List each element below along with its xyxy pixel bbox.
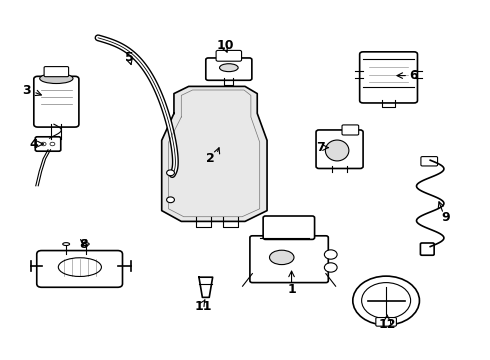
Text: 1: 1 [287, 283, 296, 296]
FancyBboxPatch shape [360, 52, 417, 103]
Ellipse shape [82, 243, 89, 246]
Circle shape [167, 170, 174, 176]
Text: 6: 6 [410, 69, 418, 82]
FancyBboxPatch shape [37, 251, 122, 287]
FancyBboxPatch shape [376, 318, 396, 326]
Text: 11: 11 [195, 300, 212, 313]
Text: 12: 12 [378, 318, 396, 331]
FancyBboxPatch shape [263, 216, 315, 239]
FancyBboxPatch shape [342, 125, 359, 135]
Ellipse shape [270, 250, 294, 265]
Circle shape [353, 276, 419, 325]
FancyBboxPatch shape [316, 130, 363, 168]
Text: 9: 9 [441, 211, 450, 224]
Text: 5: 5 [125, 51, 134, 64]
Ellipse shape [325, 140, 349, 161]
Text: 2: 2 [206, 152, 215, 165]
FancyBboxPatch shape [34, 76, 79, 127]
FancyBboxPatch shape [250, 236, 328, 283]
Polygon shape [162, 86, 267, 221]
Ellipse shape [40, 73, 73, 84]
Text: 8: 8 [79, 238, 88, 251]
Circle shape [41, 142, 46, 146]
FancyBboxPatch shape [206, 58, 252, 80]
Ellipse shape [58, 258, 101, 276]
Text: 10: 10 [217, 39, 234, 51]
FancyBboxPatch shape [44, 67, 69, 77]
FancyBboxPatch shape [421, 157, 438, 166]
Circle shape [50, 142, 55, 146]
Ellipse shape [63, 243, 70, 246]
Circle shape [324, 263, 337, 272]
Text: 3: 3 [23, 84, 31, 96]
FancyBboxPatch shape [35, 137, 61, 151]
Ellipse shape [220, 64, 238, 72]
FancyBboxPatch shape [420, 243, 434, 255]
Text: 4: 4 [30, 138, 39, 150]
Circle shape [167, 197, 174, 203]
Circle shape [324, 250, 337, 259]
Text: 7: 7 [317, 141, 325, 154]
FancyBboxPatch shape [216, 50, 242, 61]
Circle shape [362, 283, 411, 319]
